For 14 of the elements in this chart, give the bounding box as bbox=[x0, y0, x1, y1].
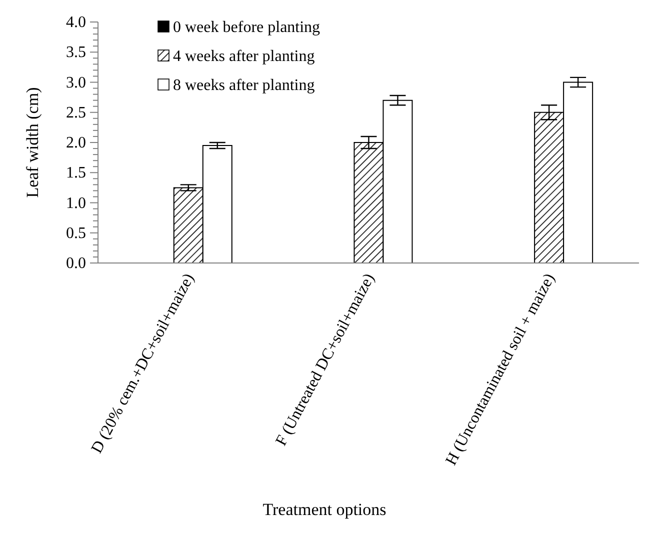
legend-label: 8 weeks after planting bbox=[173, 77, 315, 94]
y-tick-label: 2.0 bbox=[66, 134, 86, 152]
y-tick-label: 4.0 bbox=[66, 14, 86, 31]
y-tick-label: 2.5 bbox=[66, 104, 86, 122]
legend-label: 0 week before planting bbox=[173, 19, 320, 36]
y-tick-label: 1.5 bbox=[66, 164, 86, 182]
legend-label: 4 weeks after planting bbox=[173, 48, 315, 65]
x-axis-title: Treatment options bbox=[262, 500, 388, 520]
text: 0.0 bbox=[66, 255, 86, 272]
y-tick-label: 3.0 bbox=[66, 74, 86, 92]
y-axis-title: Leaf width (cm) bbox=[23, 87, 42, 198]
y-tick-label: 1.0 bbox=[66, 194, 86, 212]
y-tick-label: 0.5 bbox=[66, 224, 86, 242]
y-tick-label: 3.5 bbox=[66, 44, 86, 62]
